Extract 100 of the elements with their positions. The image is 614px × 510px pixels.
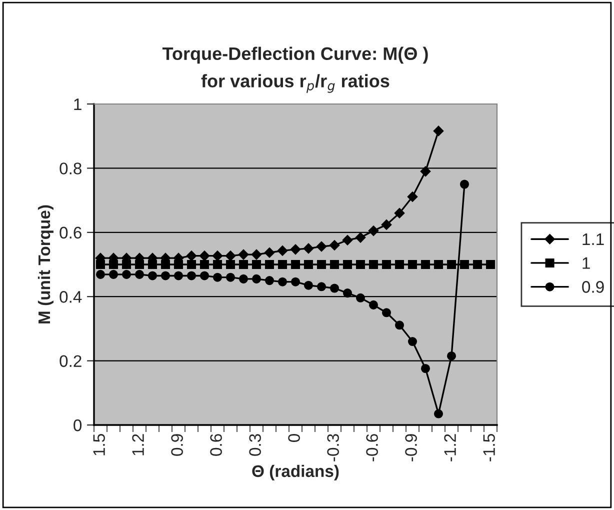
point xyxy=(330,284,340,293)
point xyxy=(238,249,249,260)
x-axis-title: Θ (radians) xyxy=(252,464,339,480)
point xyxy=(394,320,404,330)
point xyxy=(408,337,418,346)
point xyxy=(186,271,196,280)
point xyxy=(148,271,158,280)
point xyxy=(446,351,456,360)
point xyxy=(394,208,405,218)
x-tick-label: 1.5 xyxy=(93,434,105,456)
point xyxy=(356,260,366,270)
point xyxy=(330,260,340,270)
point xyxy=(264,248,275,258)
point xyxy=(148,260,158,270)
x-tick-label: 0.6 xyxy=(210,434,222,456)
point xyxy=(420,166,431,177)
point xyxy=(408,260,418,270)
point xyxy=(434,409,444,418)
point xyxy=(278,277,288,286)
point xyxy=(316,241,327,252)
x-tick-label: -0.9 xyxy=(405,434,417,462)
y-tick-label: 0 xyxy=(74,419,82,432)
point xyxy=(277,246,288,256)
point xyxy=(212,260,222,270)
y-tick-label: 0.6 xyxy=(60,226,82,239)
point xyxy=(160,260,170,270)
point xyxy=(96,260,106,270)
point xyxy=(238,274,248,284)
point xyxy=(356,293,366,302)
point xyxy=(368,260,378,270)
point xyxy=(264,276,274,286)
y-tick-label: 0.4 xyxy=(60,291,82,303)
x-tick-label: -0.6 xyxy=(366,434,378,462)
y-tick-label: 0.8 xyxy=(60,162,82,174)
point xyxy=(342,288,352,298)
point xyxy=(264,260,274,270)
point xyxy=(122,260,132,270)
point xyxy=(420,364,430,374)
point xyxy=(108,270,118,279)
point xyxy=(486,260,496,270)
point xyxy=(316,260,326,270)
point xyxy=(342,260,352,270)
point xyxy=(290,244,301,255)
point xyxy=(394,260,404,270)
x-tick-label: 0.9 xyxy=(171,434,183,456)
point xyxy=(251,249,262,260)
point xyxy=(238,260,248,270)
y-axis-title: M (unit Torque) xyxy=(38,205,54,324)
x-tick-label: -0.3 xyxy=(327,434,339,462)
x-tick-label: 0.3 xyxy=(249,434,261,456)
point xyxy=(186,250,197,261)
point xyxy=(212,250,223,261)
point xyxy=(303,243,314,254)
point xyxy=(252,274,262,284)
point xyxy=(108,260,118,270)
point xyxy=(186,260,196,270)
point xyxy=(252,260,262,270)
point xyxy=(226,260,236,270)
legend-label: 0.9 xyxy=(582,281,604,293)
point xyxy=(122,270,132,279)
legend-label: 1 xyxy=(582,257,590,269)
point xyxy=(355,232,366,243)
point xyxy=(199,250,210,261)
x-tick-label: 0 xyxy=(288,434,300,442)
x-tick-label: -1.2 xyxy=(444,434,456,462)
point xyxy=(290,260,300,270)
legend-label: 1.1 xyxy=(582,233,604,245)
point xyxy=(446,260,456,270)
point xyxy=(329,240,340,250)
point xyxy=(290,277,300,286)
point xyxy=(304,280,314,290)
point xyxy=(200,260,210,270)
y-tick-label: 1 xyxy=(74,98,82,110)
point xyxy=(382,308,392,318)
point xyxy=(160,271,170,280)
point xyxy=(174,271,184,280)
point xyxy=(433,126,444,136)
point xyxy=(381,220,392,230)
y-tick-label: 0.2 xyxy=(60,355,82,368)
point xyxy=(342,234,353,246)
point xyxy=(472,260,482,270)
point xyxy=(212,272,222,282)
x-tick-label: -1.5 xyxy=(483,434,495,462)
point xyxy=(304,260,314,270)
point xyxy=(316,282,326,292)
point xyxy=(278,260,288,270)
point xyxy=(134,270,144,279)
point xyxy=(460,260,470,270)
point xyxy=(460,180,470,189)
chart-title: Torque-Deflection Curve: M(Θ ) for various r$_{p}$/r$_{g}$ ratios xyxy=(162,46,428,93)
point xyxy=(407,192,418,202)
point xyxy=(434,260,444,270)
point xyxy=(134,260,144,270)
point xyxy=(368,226,379,236)
point xyxy=(225,250,236,261)
point xyxy=(382,260,392,270)
point xyxy=(420,260,430,270)
x-tick-label: 1.2 xyxy=(132,434,144,456)
point xyxy=(368,300,378,310)
point xyxy=(96,270,106,279)
